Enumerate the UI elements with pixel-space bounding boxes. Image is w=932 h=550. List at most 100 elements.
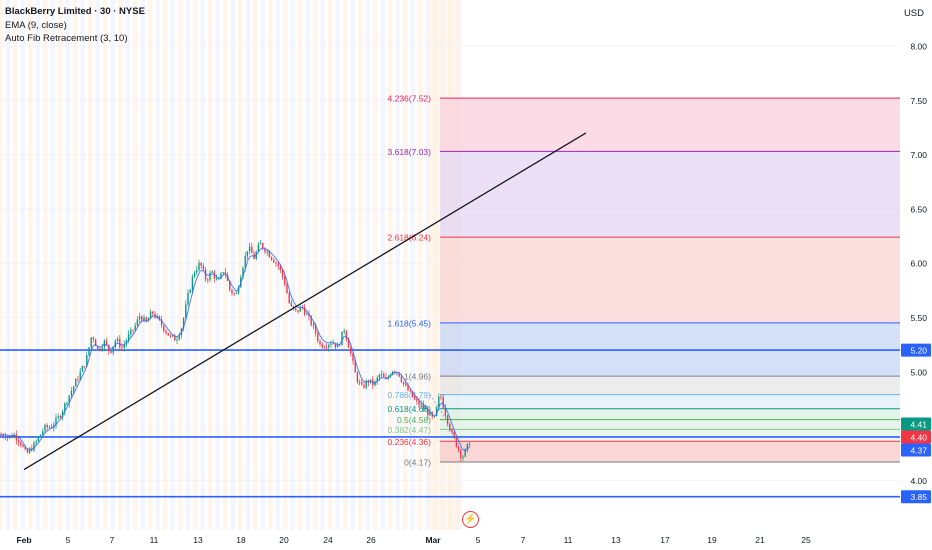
- fib-level-label: 0.786(4.79): [388, 390, 432, 400]
- fib-zone: [440, 98, 900, 152]
- candle-body: [160, 319, 163, 326]
- candle-body: [396, 372, 398, 374]
- candle-body: [328, 344, 330, 348]
- session-stripe: [268, 0, 273, 530]
- session-stripe: [58, 0, 63, 530]
- candle-body: [275, 262, 277, 264]
- time-tick-label: 5: [66, 535, 71, 545]
- candle-body: [231, 289, 233, 294]
- session-stripe: [103, 0, 108, 530]
- price-tag: [901, 343, 931, 357]
- session-stripe: [178, 0, 183, 530]
- candle-body: [116, 338, 119, 341]
- time-tick-label: 21: [755, 535, 765, 545]
- candle-body: [171, 335, 174, 337]
- candle-body: [455, 437, 458, 447]
- session-stripe: [283, 0, 288, 530]
- lightning-icon[interactable]: ⚡: [462, 511, 479, 528]
- fib-level-label: 4.236(7.52): [388, 94, 432, 104]
- price-tick-label: 7.50: [910, 96, 927, 106]
- candle-body: [273, 259, 275, 263]
- candle-body: [341, 331, 343, 346]
- candle-body: [462, 456, 464, 458]
- session-stripe: [73, 0, 78, 530]
- time-tick-label: 13: [611, 535, 621, 545]
- session-stripe: [215, 0, 220, 530]
- candle-body: [105, 340, 108, 345]
- time-tick-label: 11: [564, 535, 573, 545]
- candle-body: [334, 343, 337, 348]
- session-stripe: [358, 0, 363, 530]
- candle-body: [163, 325, 165, 331]
- session-stripe: [13, 0, 18, 530]
- fib-zone: [440, 408, 900, 420]
- candle-body: [134, 325, 136, 331]
- candle-body: [44, 425, 46, 432]
- candle-body: [233, 293, 235, 295]
- candle-body: [464, 449, 466, 457]
- session-stripe: [28, 0, 33, 530]
- candle-body: [468, 443, 471, 445]
- candle-body: [246, 251, 249, 256]
- candle-body: [409, 390, 411, 392]
- fib-indicator-label[interactable]: Auto Fib Retracement (3, 10): [5, 33, 128, 44]
- candle-body: [310, 316, 312, 326]
- candle-body: [114, 340, 117, 347]
- time-tick-label: Mar: [425, 535, 441, 545]
- price-tick-label: 7.00: [910, 150, 927, 160]
- candle-body: [207, 279, 209, 281]
- candle-body: [266, 251, 268, 253]
- candle-body: [167, 332, 169, 336]
- candle-body: [321, 344, 323, 348]
- candle-body: [407, 385, 409, 391]
- candle-body: [50, 427, 53, 429]
- candle-body: [303, 307, 306, 315]
- session-stripe: [118, 0, 123, 530]
- candle-body: [220, 273, 222, 279]
- session-stripe: [140, 0, 145, 530]
- candle-body: [132, 329, 134, 331]
- session-stripe: [95, 0, 100, 530]
- time-tick-label: 20: [279, 535, 289, 545]
- candle-body: [143, 317, 145, 321]
- candle-body: [79, 371, 81, 380]
- candle-body: [13, 434, 15, 438]
- fib-level-label: 0(4.17): [404, 457, 431, 467]
- candle-body: [35, 441, 37, 443]
- candle-body: [308, 314, 310, 317]
- candle-body: [284, 276, 286, 285]
- session-stripe: [328, 0, 333, 530]
- candle-body: [224, 272, 227, 275]
- candle-body: [68, 395, 70, 404]
- price-tag-label: 4.40: [910, 432, 927, 442]
- currency-label[interactable]: USD: [903, 8, 924, 19]
- session-stripe: [343, 0, 348, 530]
- symbol-title[interactable]: BlackBerry Limited · 30 · NYSE: [5, 6, 145, 17]
- candle-body: [319, 340, 321, 345]
- candle-body: [424, 408, 427, 410]
- candle-body: [444, 407, 447, 416]
- fib-zone: [440, 376, 900, 395]
- candle-body: [218, 278, 220, 280]
- session-stripe: [245, 0, 250, 530]
- session-stripe: [43, 0, 48, 530]
- price-tag-label: 4.41: [910, 419, 927, 429]
- session-stripe: [110, 0, 115, 530]
- ema-line: [0, 247, 471, 451]
- candle-body: [363, 384, 365, 388]
- session-stripe: [163, 0, 168, 530]
- price-tick-label: 4.00: [910, 476, 927, 486]
- candle-body: [295, 308, 297, 311]
- ema-indicator-label[interactable]: EMA (9, close): [5, 19, 67, 31]
- candle-body: [422, 404, 425, 409]
- candle-body: [325, 347, 328, 349]
- candle-body: [235, 292, 238, 294]
- candle-body: [178, 335, 180, 340]
- candle-body: [339, 345, 341, 347]
- time-tick-label: 19: [707, 535, 717, 545]
- candle-body: [460, 449, 462, 458]
- candle-body: [198, 262, 200, 271]
- fib-zone: [440, 429, 900, 442]
- candle-body: [281, 269, 284, 277]
